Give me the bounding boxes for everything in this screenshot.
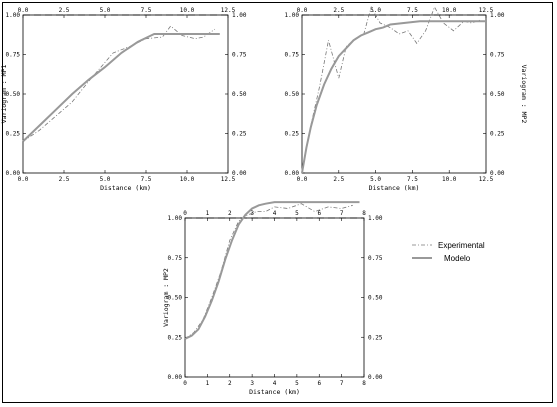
chart1-x-tick-label-top: 0.0 [18,7,29,14]
chart3-y-tick-label-left: 0.75 [168,255,183,262]
chart1-y-tick-label-right: 0.00 [232,170,247,177]
chart3-x-tick-label-top: 2 [228,210,232,217]
chart2-x-tick-label-top: 5.0 [370,7,381,14]
chart2-y-tick-label-left: 0.75 [285,52,300,59]
chart1-x-tick-label-bottom: 12.5 [221,176,236,183]
chart2-x-axis-title: Distance (km) [369,184,420,192]
chart2-y-tick-label-right: 0.50 [490,91,505,98]
chart3-y-tick-label-left: 0.00 [168,374,183,381]
chart1-y-tick-label-right: 0.75 [232,52,247,59]
chart3-x-axis-title: Distance (km) [249,388,300,396]
chart1-y-tick-label-right: 0.50 [232,91,247,98]
chart1-experimental-series [22,25,216,142]
chart3-y-tick-label-right: 0.25 [368,334,383,341]
chart3-x-tick-label-top: 5 [295,210,299,217]
chart1-x-tick-label-top: 2.5 [59,7,70,14]
chart3-plot-area [184,217,365,378]
chart2-y-tick-label-left: 0.50 [285,91,300,98]
chart2-x-tick-label-top: 12.5 [479,7,494,14]
chart3-y-tick-label-left: 0.25 [168,334,183,341]
legend-experimental-label: Experimental [438,241,485,250]
chart3-x-tick-label-bottom: 4 [273,380,277,387]
chart3-x-tick-label-top: 4 [273,210,277,217]
chart1-x-tick-label-top: 12.5 [221,7,236,14]
chart2-y-tick-label-left: 0.00 [285,170,300,177]
chart3-y-tick-label-right: 0.50 [368,295,383,302]
chart1-x-tick-label-bottom: 10.0 [180,176,195,183]
chart1-x-tick-label-bottom: 0.0 [18,176,29,183]
chart1-x-tick-label-top: 5.0 [100,7,111,14]
chart3-x-tick-label-bottom: 0 [183,380,187,387]
chart1-y-tick-label-left: 0.00 [6,170,21,177]
chart2-model-series [301,20,486,174]
chart1-y-tick-label-left: 0.25 [6,131,21,138]
chart1-x-axis-title: Distance (km) [100,184,151,192]
chart3-x-tick-label-top: 7 [340,210,344,217]
chart3-y-tick-label-right: 0.00 [368,374,383,381]
chart3-x-tick-label-bottom: 1 [206,380,210,387]
chart1-plot-area [22,14,229,174]
chart2-x-tick-label-bottom: 2.5 [333,176,344,183]
legend: Experimental Modelo [412,241,485,263]
chart2-x-tick-label-top: 0.0 [297,7,308,14]
chart3-x-tick-label-bottom: 5 [295,380,299,387]
chart1-x-tick-label-top: 7.5 [141,7,152,14]
chart1-y-tick-label-left: 0.75 [6,52,21,59]
chart2-plot-area [301,14,487,174]
chart3-x-tick-label-bottom: 2 [228,380,232,387]
chart2-x-tick-label-bottom: 7.5 [407,176,418,183]
chart2-x-tick-label-top: 2.5 [333,7,344,14]
chart3-x-tick-label-top: 1 [206,210,210,217]
chart2-y-axis-title: Variogram : MP2 [520,65,528,124]
chart1-x-tick-label-bottom: 5.0 [100,176,111,183]
chart2-x-tick-label-bottom: 5.0 [370,176,381,183]
chart3-x-tick-label-top: 6 [317,210,321,217]
chart2-y-tick-label-right: 0.25 [490,131,505,138]
chart3-x-tick-label-bottom: 3 [250,380,254,387]
chart2-x-tick-label-bottom: 10.0 [442,176,457,183]
chart1-x-tick-label-bottom: 7.5 [141,176,152,183]
chart1-y-tick-label-left: 1.00 [6,12,21,19]
chart3-y-tick-label-right: 0.75 [368,255,383,262]
chart3-x-tick-label-bottom: 8 [362,380,366,387]
chart1-y-tick-label-right: 1.00 [232,12,247,19]
chart3-y-tick-label-right: 1.00 [368,215,383,222]
chart1-y-axis-title: Variogram : MP1 [0,65,8,124]
chart2-y-tick-label-left: 0.25 [285,131,300,138]
chart2-x-tick-label-top: 7.5 [407,7,418,14]
chart3-x-tick-label-bottom: 6 [317,380,321,387]
chart1-model-series [22,33,220,143]
chart3-y-tick-label-left: 0.50 [168,295,183,302]
chart3-model-series [184,201,360,340]
chart1-y-tick-label-left: 0.50 [6,91,21,98]
chart3-experimental-series [184,203,353,340]
chart3-y-axis-title: Variogram : MP2 [162,268,170,327]
chart2-x-tick-label-bottom: 0.0 [297,176,308,183]
chart2-y-tick-label-left: 1.00 [285,12,300,19]
variogram-chart-mp2-top: 0.0 0.0 2.5 2.5 5.0 5.0 7.5 7.5 10.0 10.0 12.5 12.5… [285,6,528,192]
variogram-chart-mp1: 0.0 0.0 2.5 2.5 5.0 5.0 7.5 7.5 10.0 10.0 12.5 12.5… [0,7,247,192]
figure-frame [2,2,553,403]
legend-model-label: Modelo [444,254,471,263]
chart1-x-tick-label-bottom: 2.5 [59,176,70,183]
chart2-y-tick-label-right: 0.00 [490,170,505,177]
chart2-x-tick-label-top: 10.0 [442,7,457,14]
chart2-y-tick-label-right: 0.75 [490,52,505,59]
chart1-y-tick-label-right: 0.25 [232,131,247,138]
chart3-y-tick-label-left: 1.00 [168,215,183,222]
chart2-experimental-series [301,6,482,170]
chart3-x-tick-label-top: 8 [362,210,366,217]
chart1-x-tick-label-top: 10.0 [180,7,195,14]
chart2-x-tick-label-bottom: 12.5 [479,176,494,183]
chart3-x-tick-label-top: 0 [183,210,187,217]
chart3-x-tick-label-bottom: 7 [340,380,344,387]
chart2-y-tick-label-right: 1.00 [490,12,505,19]
